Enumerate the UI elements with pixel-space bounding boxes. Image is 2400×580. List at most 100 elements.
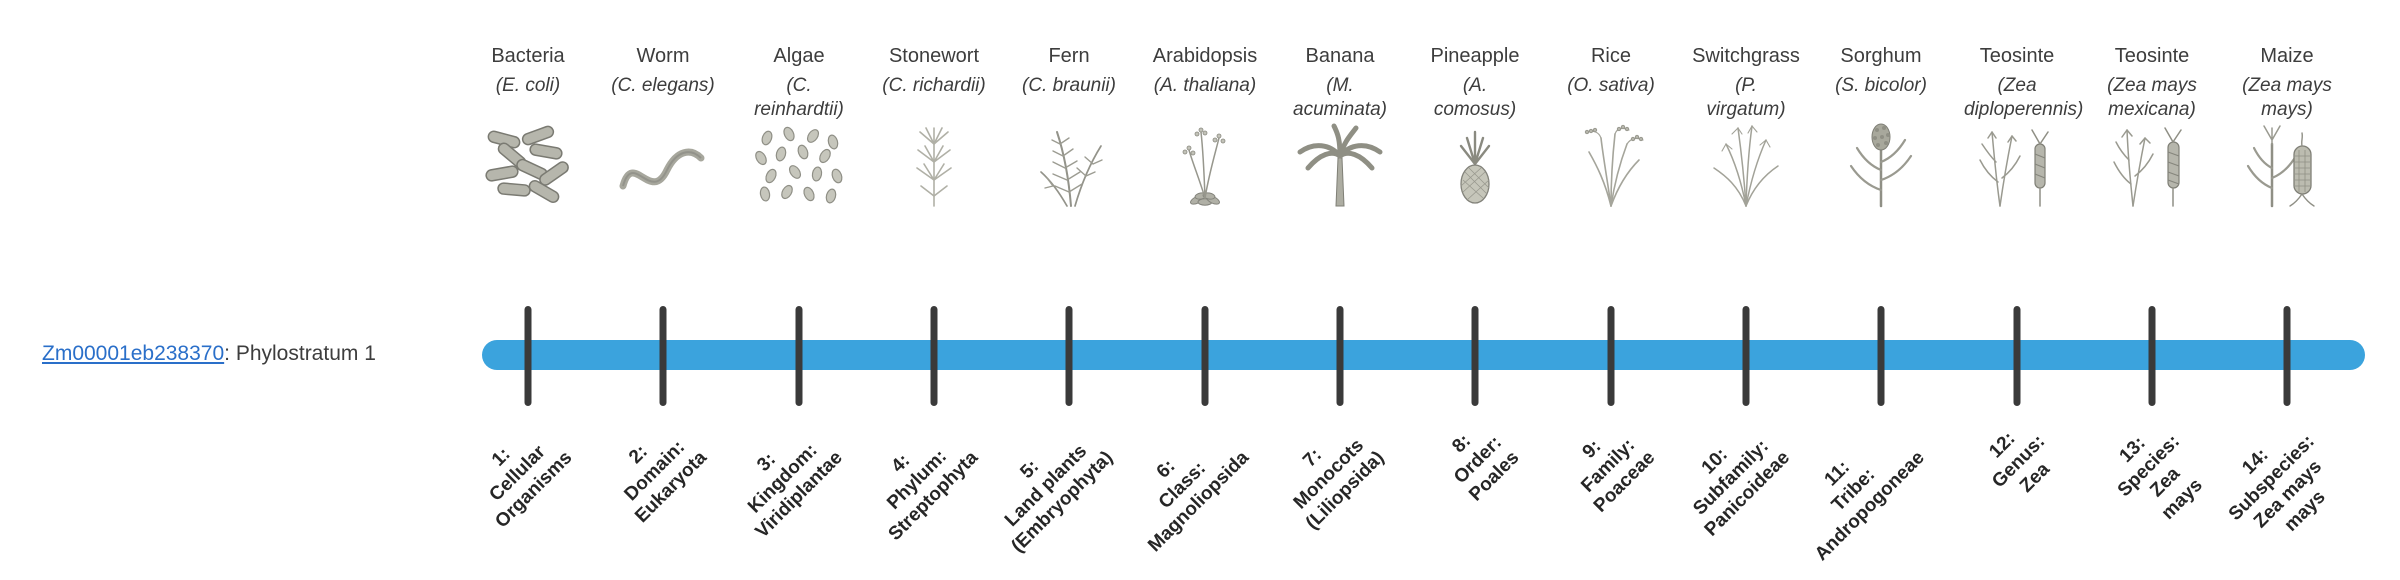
timeline-tick: [795, 306, 803, 406]
organism-common-name: Rice: [1590, 45, 1631, 67]
timeline-tick: [2013, 306, 2021, 406]
illustration-box: [724, 114, 874, 208]
illustration-box: [2077, 114, 2227, 208]
phylostratum-label: 12: Genus: Zea: [1984, 428, 2054, 498]
gene-link[interactable]: Zm00001eb238370: [42, 342, 225, 365]
organism-common-name: Arabidopsis: [1152, 45, 1258, 67]
fern-icon: [1040, 131, 1103, 207]
worm-icon: [619, 148, 705, 190]
organism-column: Maize (Zea mays mays) 14: Subspecies: Ze…: [2212, 0, 2362, 535]
organism-scientific-name: (A. thaliana): [1153, 75, 1257, 96]
illustration-box: [1536, 114, 1686, 208]
organism-column: Pineapple (A. comosus) 8: Order: Poales: [1400, 0, 1550, 506]
illustration-box: [1942, 114, 2092, 208]
teosinte-icon: [2113, 127, 2182, 207]
timeline-tick: [2148, 306, 2156, 406]
organism-scientific-name: (Zea mays mexicana): [2107, 75, 2197, 120]
illustration-box: [859, 114, 1009, 208]
algae-icon: [755, 126, 843, 204]
organism-scientific-name: (O. sativa): [1567, 75, 1655, 96]
timeline-tick: [1201, 306, 1209, 406]
phylostratum-label: 11: Tribe: Andropogoneae: [1811, 447, 1930, 566]
phylostratum-label: 13: Species: Zea mays: [2113, 431, 2207, 524]
organism-common-name: Worm: [636, 45, 690, 67]
timeline-tick: [1471, 306, 1479, 406]
organism-scientific-name: (C. richardii): [882, 75, 986, 96]
organism-column: Teosinte (Zea mays mexicana) 13: Species…: [2077, 0, 2227, 524]
organism-column: Banana (M. acuminata) 7: Monocots (Lilio…: [1265, 0, 1415, 534]
illustration-box: [588, 114, 738, 208]
timeline-tick: [1336, 306, 1344, 406]
organism-column: Teosinte (Zea diploperennis) 12: Genus: …: [1942, 0, 2092, 497]
gene-label: Zm00001eb238370: Phylostratum 1: [42, 342, 376, 366]
illustration-box: [1806, 114, 1956, 208]
organism-common-name: Teosinte: [2114, 45, 2190, 67]
sorghum-icon: [1849, 123, 1913, 208]
organism-scientific-name: (P. virgatum): [1706, 75, 1786, 120]
phylostratum-bar: [482, 340, 2365, 370]
timeline-tick: [2283, 306, 2291, 406]
illustration-box: [1400, 114, 1550, 208]
illustration-box: [1265, 114, 1415, 208]
organism-column: Fern (C. braunii) 5: Land plants (Embryo…: [994, 0, 1144, 557]
arabidopsis-icon: [1182, 127, 1226, 206]
phylostratum-label: 8: Order: Poales: [1448, 430, 1524, 506]
organism-column: Arabidopsis (A. thaliana) 6: Class:: [1130, 0, 1280, 556]
gene-label-suffix: : Phylostratum 1: [224, 342, 376, 365]
organism-scientific-name: (Zea diploperennis): [1964, 75, 2084, 120]
organism-common-name: Maize: [2260, 45, 2314, 67]
organism-scientific-name: (A. comosus): [1433, 75, 1517, 120]
organism-column: Algae (C. reinhardtii): [724, 0, 874, 543]
illustration-box: [994, 114, 1144, 208]
organism-column: Rice (O. sativa) 9: Family: Poaceae: [1536, 0, 1686, 517]
phylostratum-label: 5: Land plants (Embryophyta): [1000, 440, 1118, 558]
organism-scientific-name: (E. coli): [495, 75, 561, 96]
pineapple-icon: [1459, 130, 1491, 204]
switchgrass-icon: [1713, 125, 1779, 207]
illustration-box: [2212, 114, 2362, 208]
timeline-tick: [930, 306, 938, 406]
phylostratum-label: 1: Cellular Organisms: [485, 441, 577, 533]
organism-common-name: Algae: [773, 45, 825, 67]
timeline-tick: [1742, 306, 1750, 406]
organism-column: Worm (C. elegans) 2: Domain: Eukaryota: [588, 0, 738, 527]
teosinte-icon: [1979, 129, 2049, 207]
organism-column: Switchgrass (P. virgatum) 10: Subfamily:…: [1671, 0, 1821, 541]
organism-scientific-name: (C. reinhardtii): [754, 75, 844, 120]
phylostratum-label: 2: Domain: Eukaryota: [620, 436, 712, 528]
organism-scientific-name: (M. acuminata): [1293, 75, 1387, 120]
organism-common-name: Banana: [1305, 45, 1375, 67]
phylostratum-label: 7: Monocots (Liliopsida): [1289, 435, 1389, 534]
banana-plant-icon: [1297, 123, 1383, 207]
organism-common-name: Stonewort: [888, 45, 980, 67]
organism-scientific-name: (Zea mays mays): [2242, 75, 2332, 120]
organism-column: Bacteria (E. coli) 1: Cellular Organisms: [453, 0, 603, 533]
phylostratum-label: 14: Subspecies: Zea mays mays: [2224, 431, 2330, 536]
phylostratum-label: 10: Subfamily: Panicoideae: [1689, 435, 1795, 541]
illustration-box: [1130, 114, 1280, 208]
organism-common-name: Teosinte: [1979, 45, 2055, 67]
organism-scientific-name: (C. elegans): [611, 75, 715, 96]
organism-scientific-name: (C. braunii): [1022, 75, 1116, 96]
timeline-tick: [1607, 306, 1615, 406]
timeline-tick: [1065, 306, 1073, 406]
organism-common-name: Switchgrass: [1692, 45, 1800, 67]
phylostratum-label: 6: Class: Magnoliopsida: [1144, 447, 1254, 557]
timeline-tick: [1877, 306, 1885, 406]
phylostratum-label: 4: Phylum: Streptophyta: [883, 446, 983, 546]
phylostratum-label: 3: Kingdom: Viridiplantae: [744, 439, 848, 543]
timeline-tick: [524, 306, 532, 406]
organism-scientific-name: (S. bicolor): [1835, 75, 1927, 96]
illustration-box: [453, 114, 603, 208]
organism-column: Stonewort (C. richardii) 4: Phylum: Stre…: [859, 0, 1009, 545]
organism-column: Sorghum (S. bicolor) 11: Tribe: Andropog…: [1806, 0, 1956, 565]
illustration-box: [1671, 114, 1821, 208]
stonewort-icon: [916, 127, 952, 207]
organism-common-name: Pineapple: [1430, 45, 1520, 67]
organism-common-name: Sorghum: [1840, 45, 1922, 67]
phylostratum-label: 9: Family: Poaceae: [1577, 434, 1660, 517]
bacteria-icon: [485, 125, 569, 203]
maize-icon: [2246, 125, 2315, 208]
organism-common-name: Fern: [1048, 45, 1090, 67]
rice-icon: [1584, 124, 1644, 207]
